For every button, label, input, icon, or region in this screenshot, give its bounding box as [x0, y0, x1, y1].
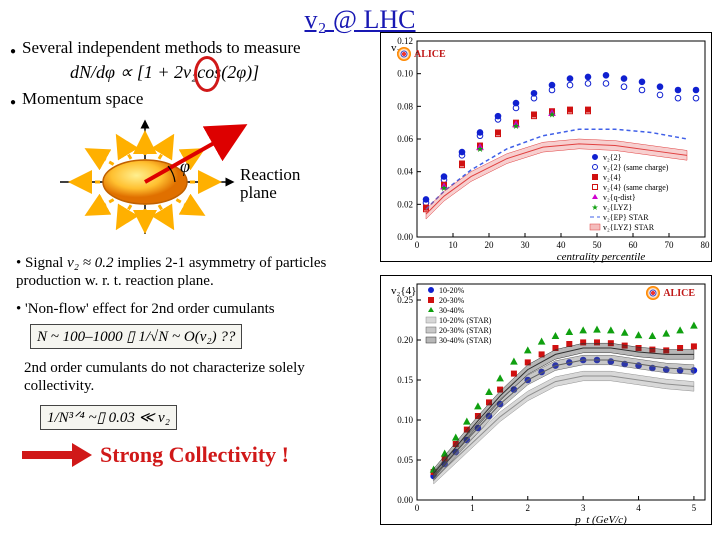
- chart-top-svg: 0 10 20 30 40 50 60 70 80 0.00 0.02 0.04 0.06 0.08 0.1…: [381, 33, 713, 263]
- signal-rest: implies 2-1 asymmetry of particles produ…: [16, 255, 326, 289]
- svg-text:0.00: 0.00: [397, 232, 413, 242]
- svg-text:30-40%: 30-40%: [439, 306, 465, 315]
- svg-text:★: ★: [476, 144, 484, 154]
- phi-label: φ: [180, 156, 190, 176]
- reaction-plane-label: Reaction plane: [240, 166, 300, 203]
- signal-lead: • Signal: [16, 255, 63, 271]
- svg-text:v₂{2}: v₂{2}: [603, 153, 622, 162]
- bullet-dot-icon: ●: [10, 97, 16, 108]
- bullet-dot-icon: ●: [10, 46, 16, 57]
- svg-text:0: 0: [415, 503, 420, 513]
- svg-text:0.00: 0.00: [397, 495, 413, 505]
- svg-text:v₂{LYZ}: v₂{LYZ}: [603, 203, 632, 212]
- svg-text:10: 10: [449, 240, 459, 250]
- svg-text:0.20: 0.20: [397, 335, 413, 345]
- chart-bot-svg: 0123450.000.050.100.150.200.25p_t (GeV/c…: [381, 276, 713, 526]
- nonflow-formula: N ~ 100–1000 ▯ 1/√N ~ O(v₂) ??: [30, 324, 242, 349]
- signal-line: • Signal v₂ ≈ 0.2 implies 2-1 asymmetry …: [16, 254, 370, 290]
- bullet-methods: ● Several independent methods to measure: [10, 38, 370, 58]
- svg-text:★: ★: [548, 110, 556, 120]
- alice-logo-icon: ALICE: [646, 286, 695, 300]
- fourth-order-formula: 1/N³ᐟ⁴ ~▯ 0.03 ≪ v₂: [40, 405, 177, 430]
- bullet-momentum: ● Momentum space: [10, 89, 370, 109]
- page-title: v₂ @ LHC: [304, 5, 415, 35]
- svg-text:v₂{4}: v₂{4}: [391, 285, 416, 297]
- svg-text:0.08: 0.08: [397, 101, 413, 111]
- svg-text:30: 30: [521, 240, 531, 250]
- svg-text:5: 5: [692, 503, 697, 513]
- svg-text:3: 3: [581, 503, 586, 513]
- svg-text:v₂{EP} STAR: v₂{EP} STAR: [603, 213, 649, 222]
- cumulant-note: 2nd order cumulants do not characterize …: [24, 359, 370, 395]
- highlight-ellipse-icon: [194, 56, 220, 92]
- svg-text:20-30% (STAR): 20-30% (STAR): [439, 326, 492, 335]
- svg-text:0.15: 0.15: [397, 375, 413, 385]
- svg-text:20: 20: [485, 240, 495, 250]
- svg-text:0.10: 0.10: [397, 415, 413, 425]
- svg-text:0.05: 0.05: [397, 455, 413, 465]
- reaction-plane-diagram: φ Reaction plane: [50, 114, 290, 244]
- svg-text:v₂{4} (same charge): v₂{4} (same charge): [603, 183, 669, 192]
- chart-v2-pt: 0123450.000.050.100.150.200.25p_t (GeV/c…: [380, 275, 712, 525]
- left-column: ● Several independent methods to measure…: [10, 38, 370, 468]
- svg-text:0: 0: [415, 240, 420, 250]
- svg-text:p_t (GeV/c): p_t (GeV/c): [574, 514, 627, 526]
- svg-text:40: 40: [557, 240, 567, 250]
- svg-text:v₂{q-dist}: v₂{q-dist}: [603, 193, 636, 202]
- svg-text:v₂{2} (same charge): v₂{2} (same charge): [603, 163, 669, 172]
- formula-dndphi-text: dN/dφ ∝ [1 + 2v₂cos(2φ)]: [70, 62, 259, 82]
- svg-text:v₂{LYZ} STAR: v₂{LYZ} STAR: [603, 223, 655, 232]
- svg-text:v₂{4}: v₂{4}: [603, 173, 622, 182]
- svg-text:10-20%: 10-20%: [439, 286, 465, 295]
- svg-text:20-30%: 20-30%: [439, 296, 465, 305]
- alice-logo-icon: ALICE: [397, 47, 446, 61]
- svg-text:★: ★: [512, 121, 520, 131]
- nonflow-line: • 'Non-flow' effect for 2nd order cumula…: [16, 300, 370, 318]
- svg-text:★: ★: [591, 203, 598, 212]
- strong-collectivity-text: Strong Collectivity !: [100, 442, 289, 468]
- strong-collectivity-row: Strong Collectivity !: [22, 442, 370, 468]
- chart-v2-centrality: 0 10 20 30 40 50 60 70 80 0.00 0.02 0.04 0.06 0.08 0.1…: [380, 32, 712, 262]
- svg-text:80: 80: [701, 240, 711, 250]
- svg-text:50: 50: [593, 240, 603, 250]
- svg-text:70: 70: [665, 240, 675, 250]
- svg-text:0.06: 0.06: [397, 134, 413, 144]
- formula-dndphi: dN/dφ ∝ [1 + 2v₂cos(2φ)]: [70, 62, 370, 83]
- bullet-momentum-text: Momentum space: [22, 89, 143, 109]
- svg-text:4: 4: [636, 503, 641, 513]
- svg-text:0.10: 0.10: [397, 69, 413, 79]
- svg-text:centrality percentile: centrality percentile: [557, 251, 646, 263]
- signal-v2: v₂ ≈ 0.2: [67, 255, 113, 271]
- svg-text:60: 60: [629, 240, 639, 250]
- svg-text:2: 2: [526, 503, 531, 513]
- bullet-methods-text: Several independent methods to measure: [22, 38, 301, 58]
- red-arrow-icon: [22, 443, 92, 467]
- svg-text:0.04: 0.04: [397, 167, 413, 177]
- svg-text:10-20% (STAR): 10-20% (STAR): [439, 316, 492, 325]
- svg-text:0.02: 0.02: [397, 199, 413, 209]
- svg-text:30-40% (STAR): 30-40% (STAR): [439, 336, 492, 345]
- svg-text:1: 1: [470, 503, 475, 513]
